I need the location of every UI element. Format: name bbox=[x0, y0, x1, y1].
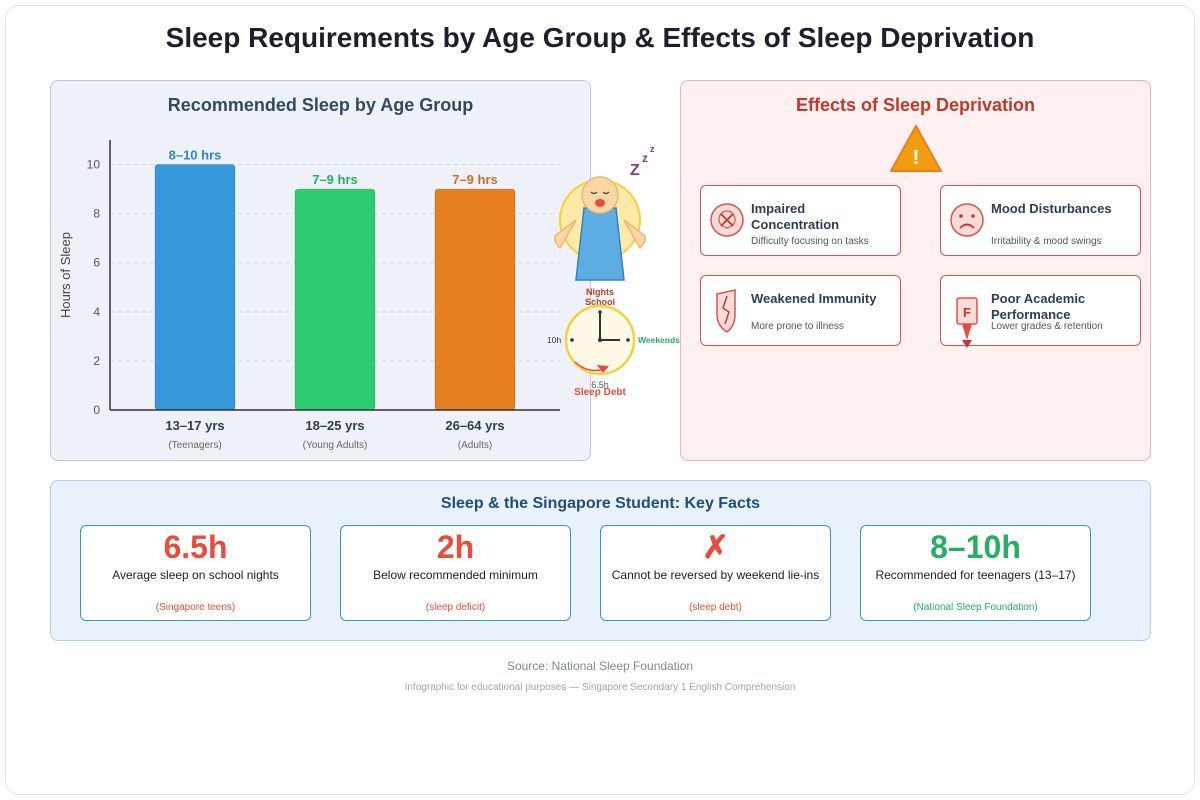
effect-desc: Irritability & mood swings bbox=[991, 236, 1102, 247]
clock-right-label: Weekends bbox=[638, 335, 680, 345]
zzz-big: Z bbox=[630, 162, 640, 179]
clock-icon bbox=[564, 304, 636, 376]
bar bbox=[294, 188, 376, 411]
key-facts-panel: Sleep & the Singapore Student: Key Facts… bbox=[50, 480, 1151, 641]
clock-top-label-1: Nights bbox=[586, 287, 614, 297]
effect-name: Weakened Immunity bbox=[751, 291, 877, 306]
broken-shield-icon bbox=[716, 289, 736, 333]
effects-title: Effects of Sleep Deprivation bbox=[795, 95, 1036, 115]
y-tick-label: 10 bbox=[87, 158, 101, 172]
y-tick-label: 8 bbox=[93, 207, 100, 221]
x-subcategory-label: (Teenagers) bbox=[168, 440, 221, 451]
data-label: 7–9 hrs bbox=[312, 172, 358, 187]
effect-name: Poor Academic Performance bbox=[991, 291, 1086, 322]
bar bbox=[434, 188, 516, 411]
page-title: Sleep Requirements by Age Group & Effect… bbox=[165, 22, 1035, 53]
sleep-illustration: Z z z Nights School 10h Weekends 6.5h Sl… bbox=[547, 144, 680, 398]
effect-name: Mood Disturbances bbox=[991, 201, 1112, 216]
grade-glyph: F bbox=[963, 305, 971, 320]
sleep-debt-label: Sleep Debt bbox=[574, 387, 626, 398]
clock-left-label: 10h bbox=[547, 335, 561, 345]
x-subcategory-label: (Young Adults) bbox=[303, 440, 368, 451]
fact-label: Cannot be reversed by weekend lie-ins bbox=[611, 568, 820, 582]
sleeping-person-icon bbox=[553, 176, 647, 281]
cross-mark-icon: ✗ bbox=[702, 529, 729, 565]
effect-card-immunity: Weakened Immunity More prone to illness bbox=[700, 275, 901, 346]
bar-chart: Hours of Sleep 0 2 4 6 8 10 8–10 hrs 13–17 yrs… bbox=[58, 140, 560, 451]
key-facts-title: Sleep & the Singapore Student: Key Facts bbox=[440, 495, 761, 512]
fact-label: Recommended for teenagers (13–17) bbox=[875, 568, 1076, 582]
fact-card-sleep-debt: ✗ Cannot be reversed by weekend lie-ins … bbox=[600, 525, 831, 621]
effects-panel: Effects of Sleep Deprivation ! Impaired … bbox=[680, 80, 1151, 461]
fact-note: (sleep debt) bbox=[689, 602, 742, 613]
y-tick-label: 6 bbox=[93, 256, 100, 270]
y-tick-label: 4 bbox=[93, 305, 100, 319]
x-tick-label: 13–17 yrs bbox=[165, 418, 224, 433]
clock-top-label-2: School bbox=[585, 297, 615, 307]
fact-note: (National Sleep Foundation) bbox=[913, 602, 1038, 613]
zzz-mid: z bbox=[642, 151, 648, 165]
fact-note: (sleep deficit) bbox=[425, 602, 486, 613]
chart-title: Recommended Sleep by Age Group bbox=[167, 95, 474, 115]
warning-icon: ! bbox=[890, 125, 942, 172]
brain-icon bbox=[710, 203, 744, 237]
effect-desc: More prone to illness bbox=[751, 321, 844, 332]
y-tick-label: 0 bbox=[93, 403, 100, 417]
fact-value: 8–10h bbox=[930, 529, 1021, 565]
y-axis-label: Hours of Sleep bbox=[58, 232, 73, 318]
fact-card-average-sleep: 6.5h Average sleep on school nights (Sin… bbox=[80, 525, 311, 621]
fact-note: (Singapore teens) bbox=[155, 602, 236, 613]
fact-card-deficit: 2h Below recommended minimum (sleep defi… bbox=[340, 525, 571, 621]
y-tick-label: 2 bbox=[93, 354, 100, 368]
x-tick-label: 18–25 yrs bbox=[305, 418, 364, 433]
fact-label: Average sleep on school nights bbox=[112, 568, 279, 582]
bar bbox=[154, 164, 236, 411]
data-label: 8–10 hrs bbox=[169, 148, 222, 163]
footnote: Infographic for educational purposes — S… bbox=[404, 682, 796, 693]
effect-card-mood: Mood Disturbances Irritability & mood sw… bbox=[940, 185, 1141, 256]
effect-desc: Difficulty focusing on tasks bbox=[751, 236, 869, 247]
failing-grade-icon: F bbox=[956, 297, 978, 348]
effect-card-concentration: Impaired Concentration Difficulty focusi… bbox=[700, 185, 901, 256]
sad-face-icon bbox=[950, 203, 984, 237]
clock-bottom-label: 6.5h bbox=[591, 380, 609, 390]
fact-label: Below recommended minimum bbox=[373, 568, 538, 582]
x-tick-label: 26–64 yrs bbox=[445, 418, 504, 433]
zzz-small: z bbox=[650, 144, 655, 154]
effect-card-academic: F Poor Academic Performance Lower grades… bbox=[940, 275, 1141, 348]
data-label: 7–9 hrs bbox=[452, 172, 498, 187]
effect-desc: Lower grades & retention bbox=[991, 321, 1103, 332]
warning-glyph: ! bbox=[913, 147, 920, 169]
fact-card-recommended: 8–10h Recommended for teenagers (13–17) … bbox=[860, 525, 1091, 621]
source-line: Source: National Sleep Foundation bbox=[506, 659, 694, 673]
effect-name: Impaired Concentration bbox=[751, 201, 840, 232]
fact-value: 2h bbox=[436, 529, 475, 565]
x-subcategory-label: (Adults) bbox=[458, 440, 492, 451]
fact-value: 6.5h bbox=[163, 529, 228, 565]
